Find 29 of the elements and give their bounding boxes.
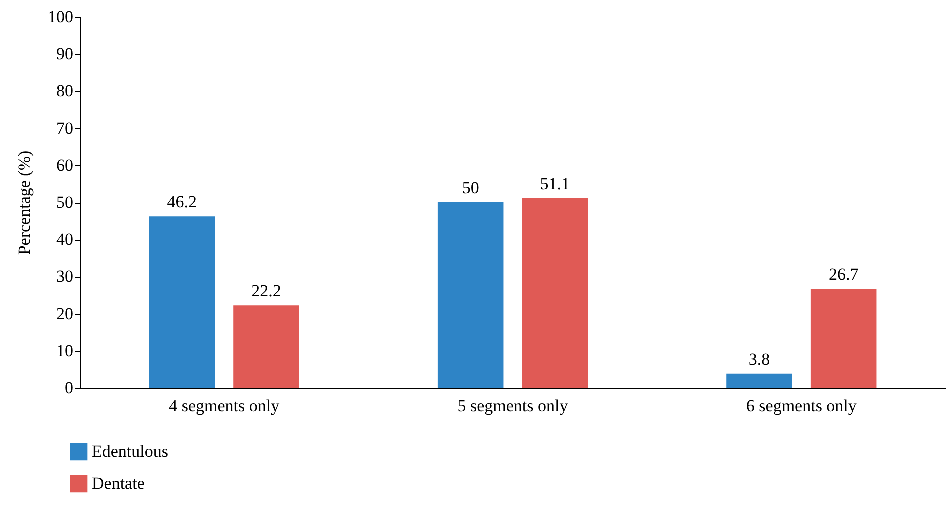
y-axis-title: Percentage (%) — [15, 150, 34, 256]
legend-label: Dentate — [92, 474, 145, 493]
y-tick-label: 10 — [56, 341, 74, 360]
y-tick-label: 70 — [56, 118, 74, 138]
y-tick-label: 80 — [56, 82, 74, 101]
bar — [810, 288, 877, 388]
data-label: 3.8 — [748, 350, 770, 369]
x-tick-label: 5 segments only — [458, 396, 569, 416]
data-label: 22.2 — [252, 282, 282, 301]
y-tick-label: 60 — [56, 156, 74, 175]
bar — [726, 374, 792, 388]
legend-label: Edentulous — [92, 442, 168, 461]
y-tick-label: 0 — [65, 378, 74, 398]
y-tick-label: 30 — [56, 267, 74, 286]
bar — [234, 306, 300, 388]
y-tick-label: 100 — [48, 8, 74, 26]
y-tick-label: 90 — [56, 44, 74, 64]
y-tick-label: 50 — [56, 193, 74, 212]
data-label: 50 — [462, 178, 480, 198]
x-tick-label: 4 segments only — [169, 396, 280, 416]
data-label: 51.1 — [540, 174, 570, 194]
data-label: 26.7 — [828, 264, 860, 284]
x-tick-label: 6 segments only — [746, 396, 858, 416]
bar — [522, 198, 588, 388]
y-tick-label: 40 — [56, 230, 74, 250]
y-tick-label: 20 — [56, 304, 74, 324]
data-label: 46.2 — [167, 192, 198, 212]
bar — [149, 216, 216, 388]
bar — [438, 202, 504, 388]
